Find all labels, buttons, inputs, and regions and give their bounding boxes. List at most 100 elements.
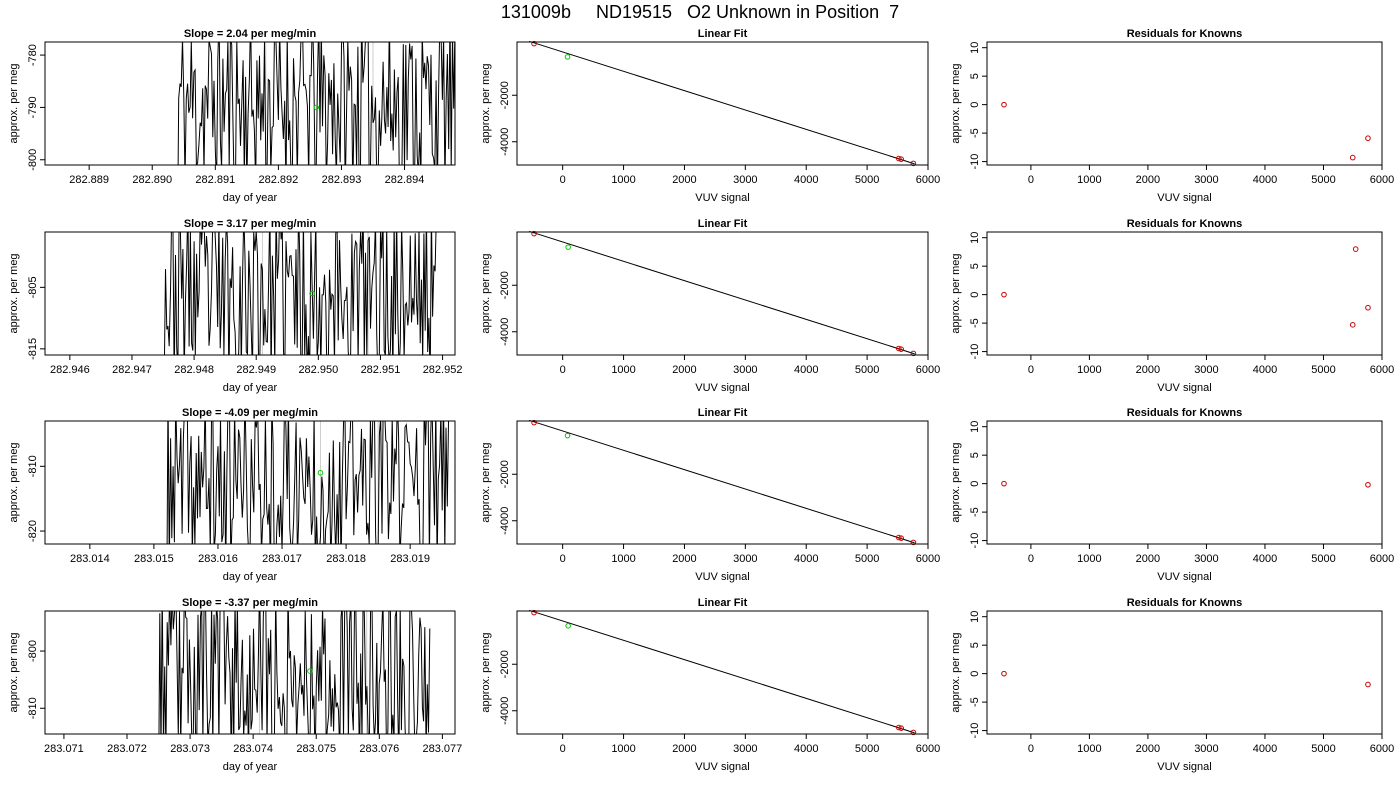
y-tick-label: 5 [969,73,981,79]
x-tick-label: 3000 [1194,553,1218,565]
x-axis-label: VUV signal [1157,192,1211,204]
chart-panel-6: Linear Fit 0 1000 2000 3000 4000 5000 6000 -4000… [480,218,940,394]
plot-frame [516,420,929,545]
known-standard-point [898,725,905,731]
x-axis-label: day of year [223,761,278,773]
chart-panel-1: Slope = 2.04 per meg/min 282.889 282.890 28… [8,28,456,204]
known-standard-point [531,609,537,616]
residual-point [1365,304,1371,311]
known-standard-point [910,160,917,167]
unknown-mean-point [307,668,313,674]
x-tick-label: 3000 [733,174,757,186]
x-tick-label: 283.075 [296,743,336,755]
known-standard-point [898,346,905,352]
plot-area [158,611,431,734]
figure-title: 131009b ND19515 O2 Unknown in Position 7 [500,2,900,22]
residual-point [1001,291,1007,298]
known-standard-point [898,156,905,162]
x-tick-label: 4000 [1253,553,1277,565]
x-tick-label: 4000 [1253,743,1277,755]
x-tick-label: 1000 [1077,553,1101,565]
x-tick-label: 6000 [916,553,940,565]
fit-line [529,230,915,355]
known-standard-point [895,534,902,541]
plot-frame [44,231,456,356]
y-tick-label: -4000 [499,318,511,346]
x-tick-label: 282.948 [174,364,214,376]
x-tick-label: 282.952 [423,364,463,376]
y-tick-label: -10 [969,344,981,360]
x-tick-label: 5000 [1311,364,1335,376]
known-standard-point [531,230,537,237]
unknown-sample-point [565,244,571,250]
x-tick-label: 2000 [672,553,696,565]
known-standard-point [898,535,905,541]
x-tick-label: 5000 [855,174,879,186]
x-axis-label: VUV signal [1157,382,1211,394]
x-tick-label: 4000 [794,174,818,186]
chart-panel-3: Slope = -4.09 per meg/min 283.014 283.015 2… [8,407,456,583]
y-tick-label: -5 [969,318,981,328]
y-axis-label: approx. per meg [950,253,962,333]
x-tick-label: 5000 [855,743,879,755]
unknown-sample-point [564,432,571,439]
y-tick-label: -790 [27,96,39,118]
residual-point [1365,681,1371,688]
x-tick-label: 5000 [1311,553,1335,565]
x-tick-label: 5000 [855,364,879,376]
x-tick-label: 3000 [1194,174,1218,186]
plot-frame [986,420,1383,545]
x-axis-label: VUV signal [1157,761,1211,773]
x-tick-label: 283.017 [262,553,302,565]
y-tick-label: -805 [27,276,39,298]
y-tick-label: -4000 [499,697,511,725]
residual-point [1365,135,1371,142]
x-axis-label: VUV signal [695,571,749,583]
plot-frame [516,41,929,166]
plot-area [164,232,437,355]
x-tick-label: 1000 [611,174,635,186]
x-tick-label: 2000 [672,743,696,755]
panel-title: Linear Fit [698,407,748,419]
y-tick-label: -815 [27,338,39,360]
x-tick-label: 283.077 [423,743,463,755]
x-axis-label: VUV signal [695,192,749,204]
x-tick-label: 0 [560,364,566,376]
data-trace [158,611,431,734]
x-tick-label: 6000 [1370,174,1394,186]
x-axis-label: day of year [223,571,278,583]
x-tick-label: 3000 [1194,743,1218,755]
y-tick-label: -4000 [499,128,511,156]
data-trace [177,42,455,165]
y-tick-label: 5 [969,452,981,458]
x-tick-label: 1000 [1077,174,1101,186]
panel-title: Residuals for Knowns [1127,28,1243,40]
x-tick-label: 3000 [733,364,757,376]
x-tick-label: 1000 [1077,364,1101,376]
known-standard-point [895,724,902,731]
chart-panel-8: Linear Fit 0 1000 2000 3000 4000 5000 6000 -4000… [480,597,940,773]
x-tick-label: 0 [1028,553,1034,565]
x-tick-label: 4000 [794,364,818,376]
x-tick-label: 283.014 [70,553,110,565]
x-tick-label: 283.016 [198,553,238,565]
data-trace [166,421,450,544]
unknown-mean-point [309,290,315,297]
x-tick-label: 283.019 [390,553,430,565]
x-tick-label: 2000 [672,364,696,376]
chart-panel-4: Slope = -3.37 per meg/min 283.071 283.072 2… [8,597,463,773]
x-tick-label: 6000 [916,364,940,376]
panel-title: Slope = 3.17 per meg/min [184,218,317,230]
x-tick-label: 1000 [611,364,635,376]
x-tick-label: 283.073 [170,743,210,755]
plot-frame [986,231,1383,356]
x-tick-label: 0 [560,174,566,186]
y-tick-label: -10 [969,154,981,170]
x-tick-label: 3000 [733,743,757,755]
y-axis-label: approx. per meg [950,632,962,712]
x-tick-label: 282.950 [298,364,338,376]
x-tick-label: 282.893 [322,174,362,186]
panel-title: Linear Fit [698,28,748,40]
x-tick-label: 6000 [916,743,940,755]
unknown-mean-point [317,469,324,476]
